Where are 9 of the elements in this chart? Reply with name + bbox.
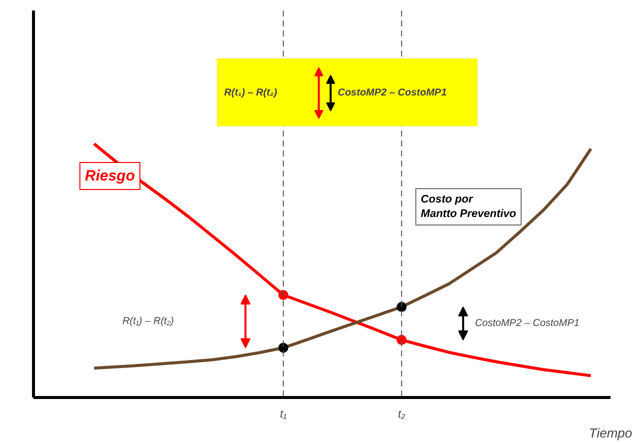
text: R(t₁) – R(t₂): [224, 88, 278, 99]
x-tick-label: t₂: [398, 408, 406, 420]
series-label: Riesgo: [84, 167, 135, 184]
x-tick-label: t₁: [280, 408, 288, 420]
annotation: CostoMP2 – CostoMP1: [474, 318, 580, 329]
series-label: Costo por Mantto Preventivo: [420, 194, 516, 220]
text: CostoMP2 – CostoMP1: [338, 88, 448, 99]
x-axis-title: Tiempo: [588, 426, 632, 440]
annotation: R(t₁) – R(t₂): [122, 316, 174, 327]
